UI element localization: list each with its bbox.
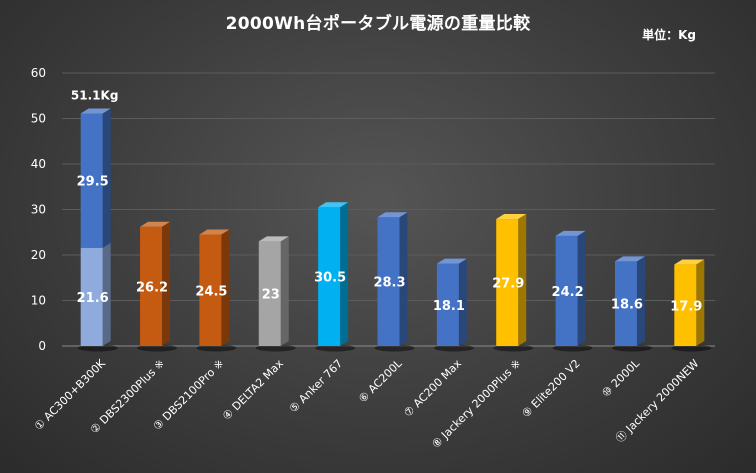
- y-tick-label: 40: [31, 157, 46, 171]
- data-label: 18.6: [611, 298, 643, 313]
- bar-side: [399, 212, 408, 346]
- y-tick-label: 60: [31, 66, 46, 80]
- x-tick-label: ⑩ 2000L: [599, 356, 642, 399]
- data-label: 24.5: [195, 284, 227, 299]
- x-tick-label: ⑤ Anker 767: [287, 357, 345, 415]
- bar-side: [221, 229, 230, 346]
- bar-shadow: [374, 344, 415, 352]
- bar-top: [199, 229, 230, 235]
- data-label: 17.9: [670, 299, 702, 314]
- bar-top: [377, 212, 408, 218]
- x-tick-label: ⑥ AC200L: [356, 356, 405, 405]
- bar-side: [102, 242, 111, 346]
- y-tick-label: 10: [31, 294, 46, 308]
- bar-top: [258, 236, 289, 242]
- bar: [140, 226, 163, 346]
- bar: [614, 261, 637, 346]
- bar: [496, 219, 519, 346]
- data-label: 21.6: [77, 291, 109, 306]
- bar-shadow: [137, 344, 178, 352]
- bar-shadow: [493, 344, 534, 352]
- data-label: 23: [262, 288, 280, 303]
- x-tick-label: ④ DELTA2 Max: [220, 357, 286, 423]
- data-label: 18.1: [433, 299, 465, 314]
- total-label: 51.1Kg: [71, 88, 119, 102]
- bar: [318, 207, 341, 346]
- bar-side: [102, 108, 111, 248]
- bar-shadow: [255, 344, 296, 352]
- bar: [199, 234, 222, 346]
- bar-top: [436, 258, 467, 264]
- bar-shadow: [552, 344, 593, 352]
- bar: [80, 113, 103, 248]
- bar-side: [280, 236, 289, 346]
- bar: [436, 263, 459, 346]
- bar-side: [162, 221, 171, 346]
- bar-shadow: [315, 344, 356, 352]
- data-label: 26.2: [136, 280, 168, 295]
- data-label: 28.3: [373, 276, 405, 291]
- bar-shadow: [611, 344, 652, 352]
- x-tick-label: ⑨ Elite200 V2: [519, 357, 582, 420]
- data-label: 24.2: [552, 285, 584, 300]
- chart-title: 2000Wh台ポータブル電源の重量比較: [225, 14, 531, 34]
- bar-side: [577, 230, 586, 346]
- bar-shadow: [77, 344, 118, 352]
- bar-top: [140, 221, 171, 227]
- unit-label: 単位：Kg: [642, 28, 696, 42]
- bar-shadow: [196, 344, 237, 352]
- y-tick-label: 50: [31, 112, 46, 126]
- bar-top: [496, 214, 527, 220]
- x-tick-label: ⑦ AC200 Max: [401, 357, 464, 420]
- bar: [377, 217, 400, 346]
- data-label: 29.5: [77, 175, 109, 190]
- bar: [555, 235, 578, 346]
- bar-top: [674, 259, 705, 265]
- bar-top: [80, 108, 111, 114]
- y-tick-label: 30: [31, 203, 46, 217]
- bar: [258, 241, 281, 346]
- data-label: 27.9: [492, 277, 524, 292]
- bar-side: [696, 259, 705, 346]
- bar-side: [340, 202, 349, 346]
- bar: [80, 247, 103, 346]
- bar-shadow: [671, 344, 712, 352]
- bar-shadow: [433, 344, 474, 352]
- bar-top: [614, 256, 645, 262]
- bar-side: [518, 214, 527, 346]
- bar-top: [555, 230, 586, 236]
- y-tick-label: 0: [38, 339, 46, 353]
- bar-side: [458, 258, 467, 346]
- bar: [674, 264, 697, 346]
- bar-top: [318, 202, 349, 208]
- y-tick-label: 20: [31, 248, 46, 262]
- bar-side: [636, 256, 645, 346]
- data-label: 30.5: [314, 271, 346, 286]
